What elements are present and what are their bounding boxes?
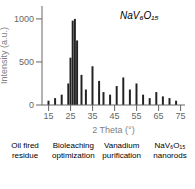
svg-text:15: 15 [44, 111, 54, 121]
svg-text:1000: 1000 [14, 14, 34, 24]
svg-text:55: 55 [132, 111, 142, 121]
svg-text:500: 500 [19, 57, 34, 67]
svg-text:Intensity (a.u.): Intensity (a.u.) [8, 27, 9, 84]
svg-text:45: 45 [110, 111, 120, 121]
html-text:NaV₆O₁₅: NaV₆O₁₅ [120, 10, 159, 21]
html-text:Oil fired residue: Oil fired residue [11, 141, 39, 160]
svg-text:25: 25 [66, 111, 76, 121]
html-text:NaV₆O₁₅ nanorods: NaV₆O₁₅ nanorods [153, 141, 187, 160]
svg-text:75: 75 [176, 111, 186, 121]
svg-text:65: 65 [154, 111, 164, 121]
svg-text:2 Theta (°): 2 Theta (°) [92, 125, 134, 135]
svg-text:0: 0 [29, 100, 34, 110]
html-text:Bioleaching optimization: Bioleaching optimization [52, 141, 95, 160]
html-text:Vanadium purification: Vanadium purification [102, 141, 141, 160]
svg-text:35: 35 [88, 111, 98, 121]
